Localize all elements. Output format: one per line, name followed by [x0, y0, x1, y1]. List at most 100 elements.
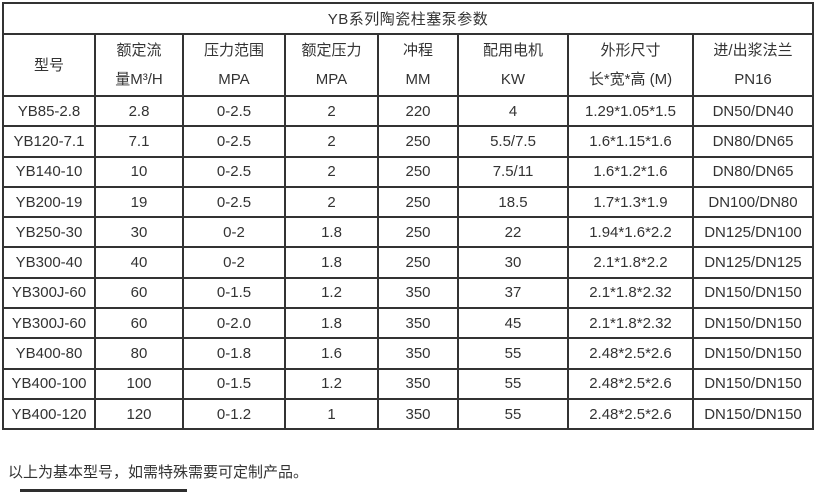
table-cell: YB400-80 — [2, 337, 96, 370]
table-cell: 1.94*1.6*2.2 — [567, 216, 694, 249]
table-cell: DN150/DN150 — [691, 397, 814, 431]
table-cell: 0-1.5 — [182, 276, 286, 310]
table-cell: YB400-120 — [2, 397, 96, 431]
table-cell: 350 — [377, 307, 459, 340]
table-cell: 120 — [94, 397, 184, 431]
table-cell: YB250-30 — [2, 216, 96, 249]
table-cell: 350 — [377, 276, 459, 310]
table-cell: 250 — [377, 125, 459, 158]
table-cell: 2.8 — [94, 94, 184, 128]
table-cell: 1.8 — [284, 216, 379, 249]
table-cell: 1.8 — [284, 246, 379, 279]
column-header-unit: PN16 — [734, 71, 772, 88]
table-cell: 2.1*1.8*2.32 — [567, 276, 694, 310]
column-header-model: 型号 — [2, 33, 96, 97]
table-row: YB85-2.8 2.8 0-2.5 2 220 4 1.29*1.05*1.5… — [2, 94, 814, 128]
table-cell: 19 — [94, 185, 184, 219]
table-cell: 2 — [284, 125, 379, 158]
table-cell: 45 — [457, 307, 569, 340]
table-row: YB400-100 100 0-1.5 1.2 350 55 2.48*2.5*… — [2, 367, 814, 400]
table-cell: 0-1.2 — [182, 397, 286, 431]
table-cell: 250 — [377, 246, 459, 279]
table-cell: 250 — [377, 185, 459, 219]
table-cell: 2.1*1.8*2.2 — [567, 246, 694, 279]
table-row: YB200-19 19 0-2.5 2 250 18.5 1.7*1.3*1.9… — [2, 185, 814, 219]
table-row: YB300J-60 60 0-2.0 1.8 350 45 2.1*1.8*2.… — [2, 307, 814, 340]
table-cell: 2.48*2.5*2.6 — [567, 367, 694, 400]
table-cell: 80 — [94, 337, 184, 370]
column-header-pressure-range: 压力范围 MPA — [182, 33, 286, 97]
table-cell: 7.5/11 — [457, 155, 569, 188]
table-cell: 1.7*1.3*1.9 — [567, 185, 694, 219]
table-cell: 22 — [457, 216, 569, 249]
column-header-label: 型号 — [33, 56, 64, 74]
table-cell: DN50/DN40 — [691, 94, 814, 128]
column-header-label: 压力范围 — [203, 42, 264, 59]
column-header-flange: 进/出浆法兰 PN16 — [691, 33, 814, 97]
table-cell: YB200-19 — [2, 185, 96, 219]
table-header-row: 型号 额定流 量M³/H 压力范围 MPA 额定压力 MPA 冲程 MM — [2, 33, 814, 97]
table-cell: 30 — [94, 216, 184, 249]
table-cell: 250 — [377, 216, 459, 249]
table-row: YB140-10 10 0-2.5 2 250 7.5/11 1.6*1.2*1… — [2, 155, 814, 188]
table-cell: 37 — [457, 276, 569, 310]
column-header-label: 额定流 — [116, 42, 162, 59]
table-cell: 2 — [284, 185, 379, 219]
table-cell: 1.8 — [284, 307, 379, 340]
table-cell: 1 — [284, 397, 379, 431]
table-cell: 1.29*1.05*1.5 — [567, 94, 694, 128]
table-cell: DN150/DN150 — [691, 307, 814, 340]
table-cell: 350 — [377, 397, 459, 431]
spec-table: YB系列陶瓷柱塞泵参数 型号 额定流 量M³/H 压力范围 MPA 额定压力 M… — [1, 2, 814, 431]
table-cell: 1.2 — [284, 367, 379, 400]
column-header-label: 外形尺寸 — [600, 42, 661, 59]
table-cell: 0-2.0 — [182, 307, 286, 340]
table-cell: 7.1 — [94, 125, 184, 158]
table-cell: 5.5/7.5 — [457, 125, 569, 158]
column-header-unit: MPA — [315, 71, 348, 88]
column-header-rated-flow: 额定流 量M³/H — [94, 33, 184, 97]
table-cell: 10 — [94, 155, 184, 188]
table-cell: 60 — [94, 307, 184, 340]
table-title: YB系列陶瓷柱塞泵参数 — [1, 2, 814, 35]
table-cell: 0-2.5 — [182, 185, 286, 219]
table-cell: 250 — [377, 155, 459, 188]
table-cell: 100 — [94, 367, 184, 400]
table-cell: YB120-7.1 — [2, 125, 96, 158]
table-cell: DN125/DN125 — [691, 246, 814, 279]
table-cell: 18.5 — [457, 185, 569, 219]
table-cell: 60 — [94, 276, 184, 310]
column-header-rated-pressure: 额定压力 MPA — [284, 33, 379, 97]
table-row: YB300J-60 60 0-1.5 1.2 350 37 2.1*1.8*2.… — [2, 276, 814, 310]
table-cell: DN125/DN100 — [691, 216, 814, 249]
table-cell: 2 — [284, 94, 379, 128]
table-cell: 0-2.5 — [182, 155, 286, 188]
table-cell: 350 — [377, 367, 459, 400]
table-cell: YB400-100 — [2, 367, 96, 400]
table-cell: DN150/DN150 — [691, 367, 814, 400]
footnote-text: 以上为基本型号，如需特殊需要可定制产品。 — [8, 464, 309, 481]
table-cell: DN150/DN150 — [691, 337, 814, 370]
partial-divider-line — [20, 489, 187, 492]
table-cell: YB300-40 — [2, 246, 96, 279]
table-cell: 1.2 — [284, 276, 379, 310]
table-cell: YB300J-60 — [2, 307, 96, 340]
column-header-unit: MPA — [218, 71, 250, 88]
column-header-label: 冲程 — [402, 42, 433, 59]
column-header-unit: MM — [405, 71, 431, 88]
table-cell: YB140-10 — [2, 155, 96, 188]
table-cell: DN80/DN65 — [691, 155, 814, 188]
table-cell: 2 — [284, 155, 379, 188]
column-header-stroke: 冲程 MM — [377, 33, 459, 97]
table-cell: 55 — [457, 367, 569, 400]
table-cell: 30 — [457, 246, 569, 279]
table-cell: YB85-2.8 — [2, 94, 96, 128]
column-header-unit: KW — [500, 71, 526, 88]
table-cell: 0-1.5 — [182, 367, 286, 400]
table-cell: 2.48*2.5*2.6 — [567, 397, 694, 431]
column-header-label: 进/出浆法兰 — [713, 42, 793, 59]
table-title-row: YB系列陶瓷柱塞泵参数 — [1, 2, 814, 35]
column-header-label: 配用电机 — [482, 42, 543, 59]
column-header-label: 额定压力 — [301, 42, 362, 59]
